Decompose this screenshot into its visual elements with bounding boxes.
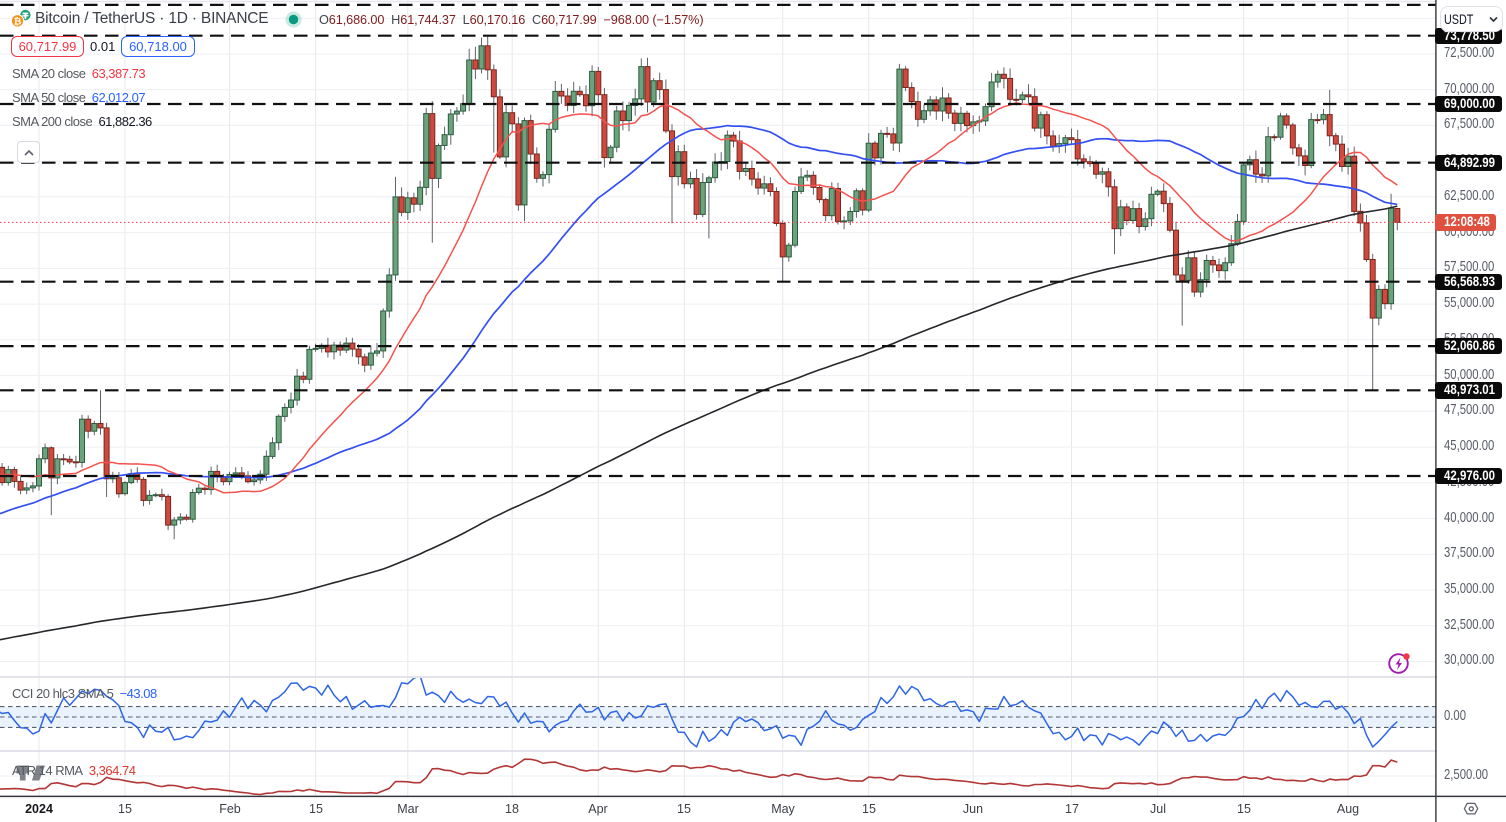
- svg-text:₿: ₿: [14, 17, 22, 28]
